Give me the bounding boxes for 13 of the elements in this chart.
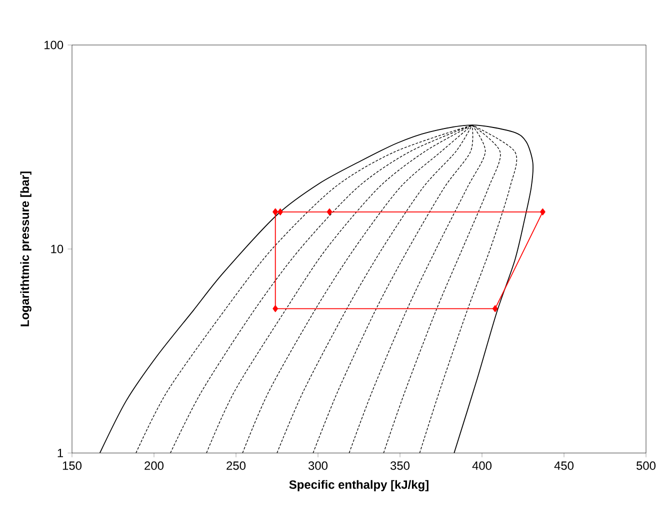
y-tick-label: 1 <box>58 448 63 458</box>
x-tick-label: 250 <box>226 461 246 470</box>
x-tick-label: 350 <box>390 461 410 470</box>
x-tick-label: 150 <box>62 461 82 470</box>
x-tick-label: 500 <box>636 461 656 470</box>
y-axis-title: Logarithtmic pressure [bar] <box>20 172 32 326</box>
x-tick-label: 450 <box>554 461 574 470</box>
y-tick-label: 10 <box>51 244 64 254</box>
x-tick-label: 400 <box>472 461 492 470</box>
x-tick-label: 300 <box>308 461 328 470</box>
y-tick-label: 100 <box>44 40 64 50</box>
x-tick-label: 200 <box>144 461 164 470</box>
x-axis-title: Specific enthalpy [kJ/kg] <box>289 480 428 492</box>
